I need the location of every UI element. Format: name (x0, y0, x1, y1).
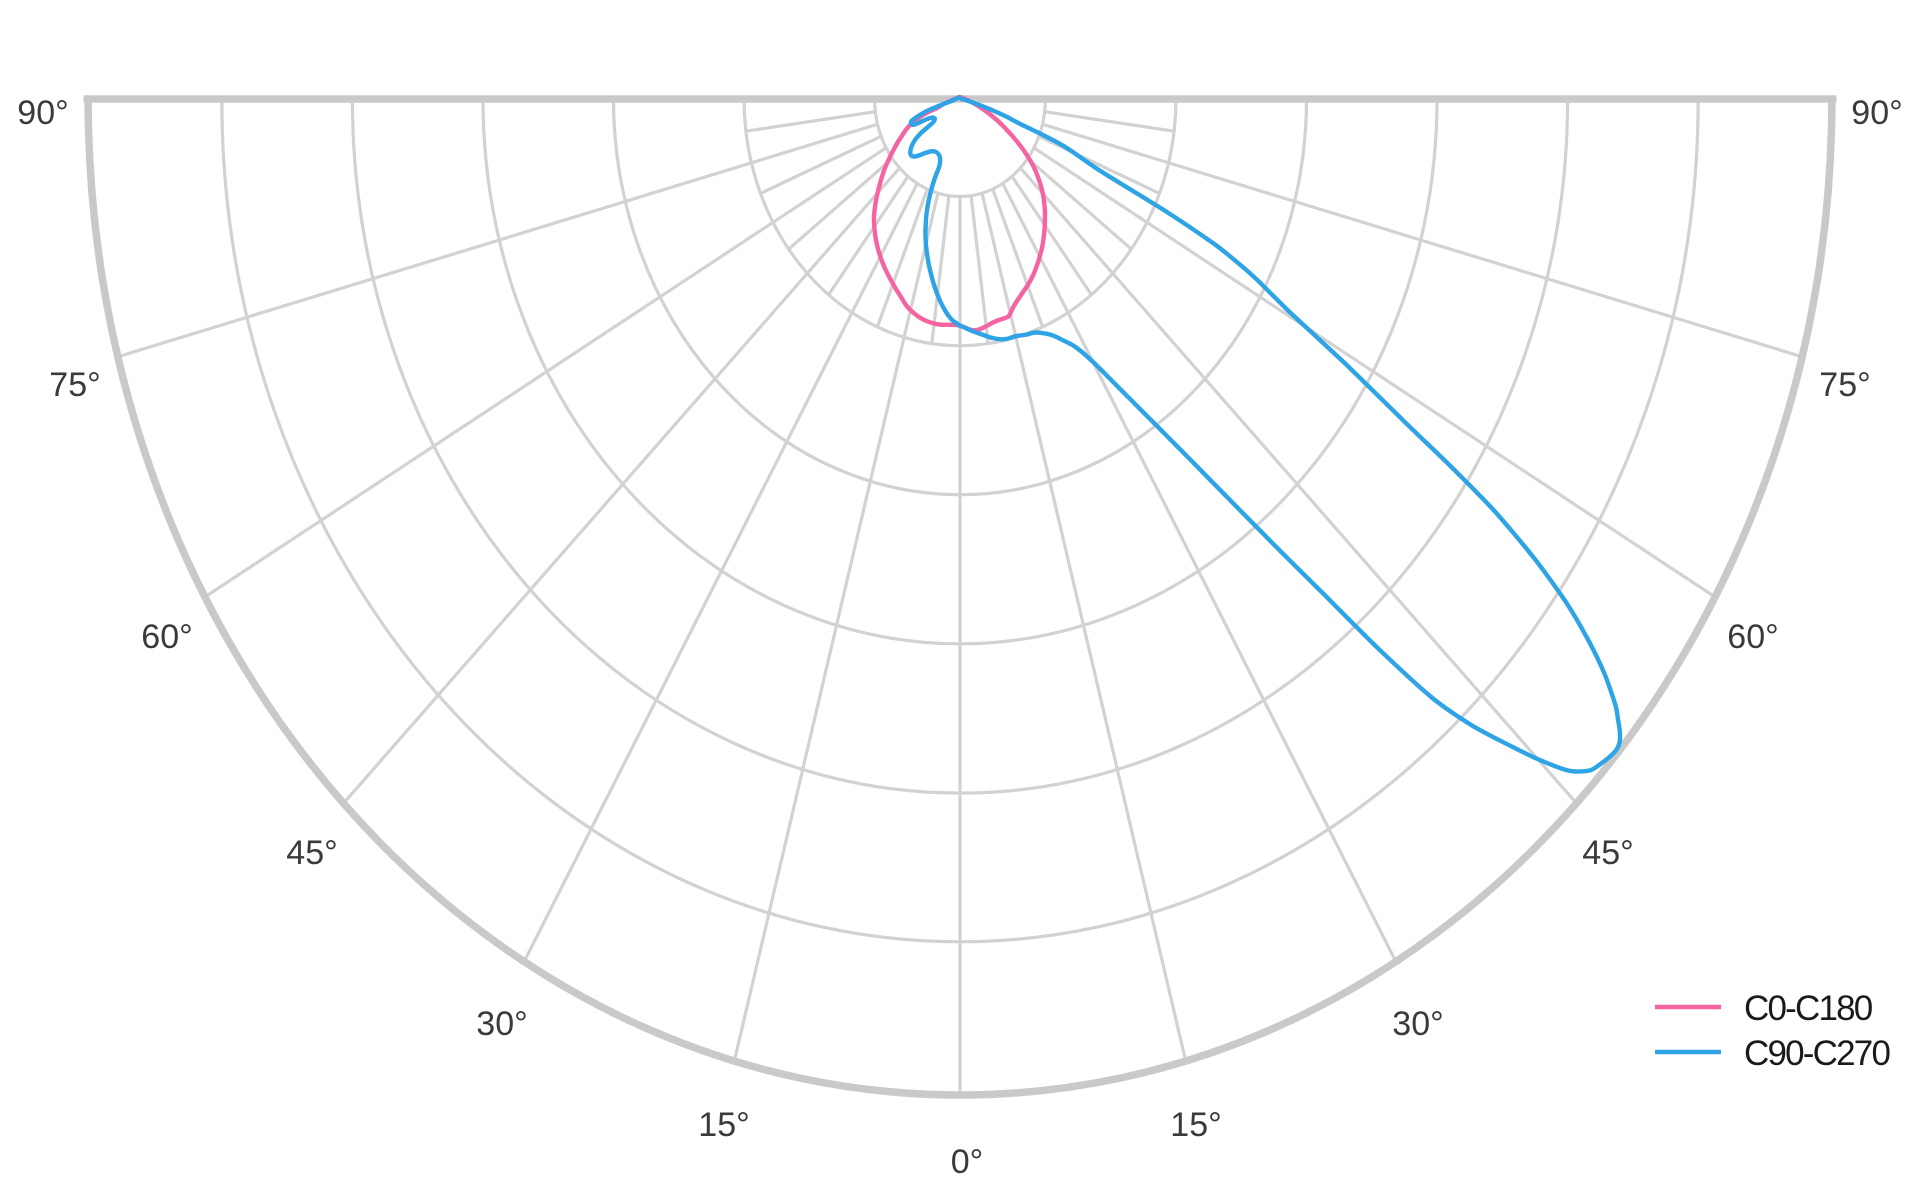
svg-text:0°: 0° (951, 1143, 984, 1177)
svg-text:15°: 15° (698, 1106, 749, 1144)
svg-text:90°: 90° (1851, 94, 1902, 132)
svg-text:45°: 45° (286, 834, 337, 872)
svg-text:45°: 45° (1582, 834, 1633, 872)
svg-text:75°: 75° (1819, 366, 1870, 404)
svg-text:60°: 60° (141, 618, 192, 656)
svg-text:60°: 60° (1727, 618, 1778, 656)
svg-text:C90-C270: C90-C270 (1744, 1034, 1890, 1073)
svg-text:90°: 90° (17, 94, 68, 132)
svg-text:15°: 15° (1170, 1106, 1221, 1144)
svg-text:75°: 75° (49, 366, 100, 404)
svg-text:30°: 30° (1392, 1005, 1443, 1043)
svg-text:30°: 30° (476, 1005, 527, 1043)
svg-text:C0-C180: C0-C180 (1744, 989, 1873, 1028)
